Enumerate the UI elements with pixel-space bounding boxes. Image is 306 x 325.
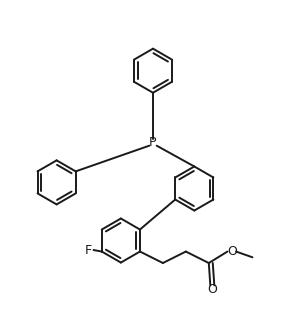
Text: O: O [207,283,217,296]
Text: O: O [227,245,237,258]
Text: P: P [149,136,157,149]
Text: F: F [84,243,91,256]
